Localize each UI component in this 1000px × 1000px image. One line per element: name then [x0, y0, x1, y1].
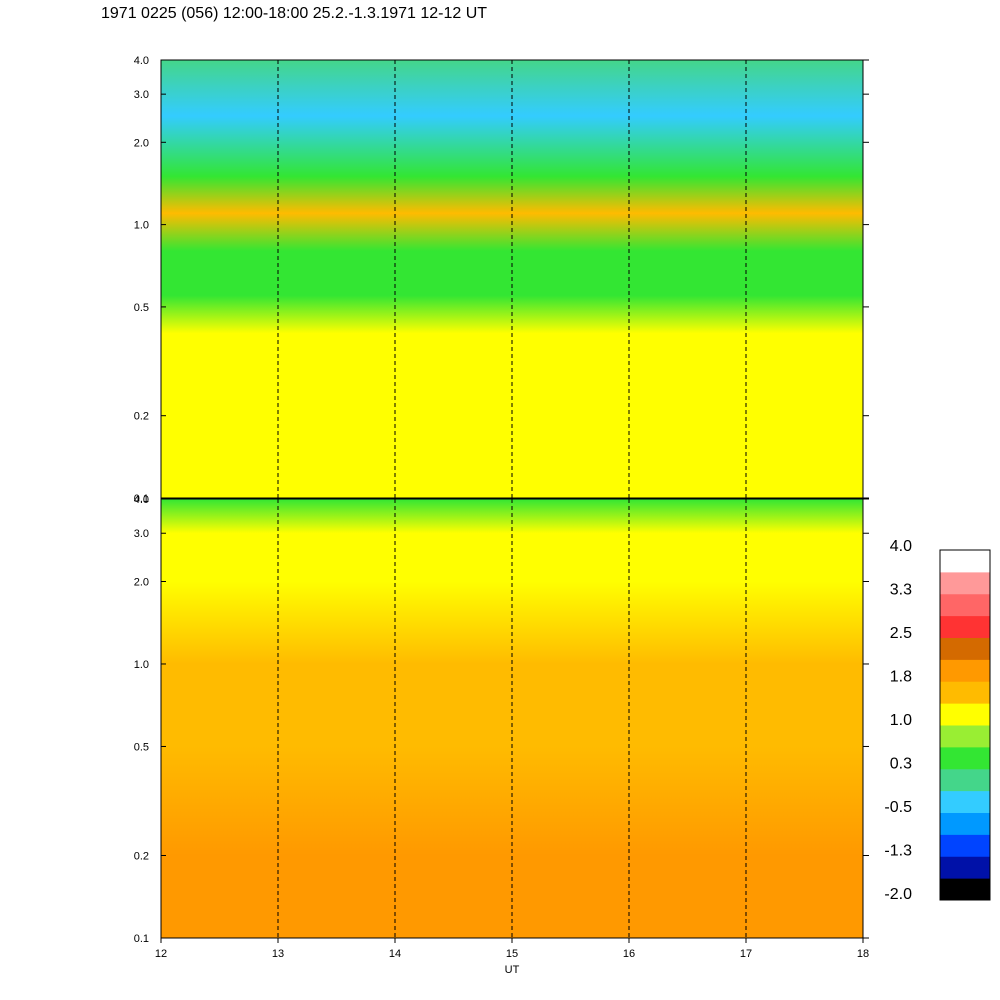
- y-tick-label: 1.0: [134, 220, 149, 232]
- colorbar-segment: [940, 593, 990, 617]
- x-tick-label: 18: [857, 948, 869, 960]
- colorbar-segment: [940, 790, 990, 813]
- colorbar-label: 1.8: [890, 669, 912, 686]
- y-tick-label: 0.1: [134, 933, 149, 945]
- colorbar-label: -1.3: [884, 843, 912, 860]
- x-tick-label: 14: [389, 948, 401, 960]
- colorbar-segment: [940, 659, 990, 682]
- y-tick-label: 0.1: [134, 493, 149, 505]
- x-axis-label: UT: [505, 964, 520, 976]
- lower-panel: 0.1 0.2 0.5 1.0 2.0 3.0 4.0: [134, 494, 869, 945]
- colorbar-label: -2.0: [884, 886, 912, 903]
- y-tick-label: 3.0: [134, 89, 149, 101]
- colorbar-segment: [940, 856, 990, 879]
- colorbar-frame: [939, 549, 991, 901]
- colorbar-segment: [940, 725, 990, 748]
- colorbar-label: -0.5: [884, 799, 912, 816]
- colorbar-segment: [940, 703, 990, 726]
- colorbar-segment: [940, 812, 990, 835]
- chart-title: 1971 0225 (056) 12:00-18:00 25.2.-1.3.19…: [101, 5, 488, 22]
- colorbar-segment: [940, 834, 990, 857]
- colorbar-segment: [940, 768, 990, 792]
- colorbar-label: 0.3: [890, 756, 912, 773]
- panel-frame: [160, 59, 864, 499]
- colorbar-label: 2.5: [890, 625, 912, 642]
- y-tick-label: 4.0: [134, 55, 149, 67]
- y-tick-label: 3.0: [134, 528, 149, 540]
- x-tick-label: 15: [506, 948, 518, 960]
- colorbar-segment: [940, 571, 990, 595]
- y-tick-label: 0.2: [134, 411, 149, 423]
- upper-panel: 0.1 0.2 0.5 1.0 2.0 3.0 4.0: [134, 55, 869, 505]
- x-axis: 12 13 14 15 16 17 18 UT: [155, 938, 869, 976]
- x-tick-label: 16: [623, 948, 635, 960]
- colorbar-segment: [940, 615, 990, 638]
- colorbar-segment: [940, 681, 990, 704]
- y-tick-label: 0.5: [134, 741, 149, 753]
- colorbar-segment: [940, 878, 990, 901]
- colorbar-label: 4.0: [890, 538, 912, 555]
- colorbar: 4.0 3.3 2.5 1.8 1.0 0.3 -0.5 -1.3 -2.0: [884, 538, 991, 903]
- x-tick-label: 12: [155, 948, 167, 960]
- colorbar-label: 1.0: [890, 712, 912, 729]
- y-tick-label: 4.0: [134, 494, 149, 506]
- colorbar-segment: [940, 550, 990, 573]
- x-tick-label: 17: [740, 948, 752, 960]
- y-tick-label: 0.5: [134, 302, 149, 314]
- colorbar-label: 3.3: [890, 582, 912, 599]
- colorbar-segment: [940, 746, 990, 770]
- y-tick-label: 2.0: [134, 137, 149, 149]
- y-tick-label: 1.0: [134, 659, 149, 671]
- y-tick-label: 2.0: [134, 576, 149, 588]
- x-tick-label: 13: [272, 948, 284, 960]
- colorbar-segment: [940, 637, 990, 660]
- y-tick-label: 0.2: [134, 851, 149, 863]
